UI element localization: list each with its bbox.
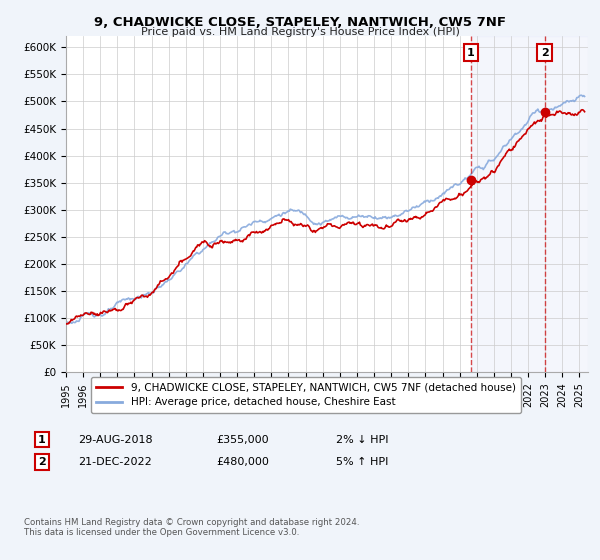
Text: 21-DEC-2022: 21-DEC-2022 bbox=[78, 457, 152, 467]
Text: Price paid vs. HM Land Registry's House Price Index (HPI): Price paid vs. HM Land Registry's House … bbox=[140, 27, 460, 37]
Text: 5% ↑ HPI: 5% ↑ HPI bbox=[336, 457, 388, 467]
Text: 2: 2 bbox=[541, 48, 548, 58]
Text: Contains HM Land Registry data © Crown copyright and database right 2024.
This d: Contains HM Land Registry data © Crown c… bbox=[24, 518, 359, 538]
Bar bbox=[471, 36, 588, 372]
Text: 2% ↓ HPI: 2% ↓ HPI bbox=[336, 435, 389, 445]
Text: 2: 2 bbox=[38, 457, 46, 467]
Text: £355,000: £355,000 bbox=[216, 435, 269, 445]
Text: 1: 1 bbox=[38, 435, 46, 445]
Text: 29-AUG-2018: 29-AUG-2018 bbox=[78, 435, 152, 445]
Text: 1: 1 bbox=[467, 48, 475, 58]
Legend: 9, CHADWICKE CLOSE, STAPELEY, NANTWICH, CW5 7NF (detached house), HPI: Average p: 9, CHADWICKE CLOSE, STAPELEY, NANTWICH, … bbox=[91, 377, 521, 413]
Text: 9, CHADWICKE CLOSE, STAPELEY, NANTWICH, CW5 7NF: 9, CHADWICKE CLOSE, STAPELEY, NANTWICH, … bbox=[94, 16, 506, 29]
Text: £480,000: £480,000 bbox=[216, 457, 269, 467]
